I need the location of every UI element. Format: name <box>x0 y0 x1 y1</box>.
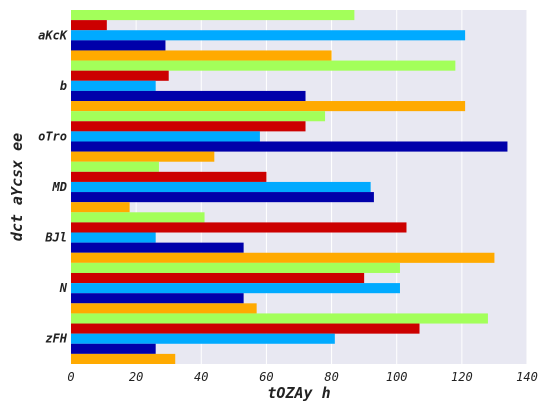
bar <box>71 343 156 354</box>
x-tick-label: 40 <box>194 370 208 384</box>
x-tick-label: 100 <box>386 370 408 384</box>
bar <box>71 323 420 334</box>
bar <box>71 121 306 132</box>
bar <box>71 70 169 81</box>
bar <box>71 212 205 223</box>
bar <box>71 313 488 324</box>
bar <box>71 242 244 253</box>
bar <box>71 202 130 213</box>
y-tick-label: b <box>60 79 67 93</box>
bar <box>71 303 257 314</box>
bar <box>71 60 456 71</box>
x-tick-label: 80 <box>324 370 338 384</box>
x-tick-label: 20 <box>129 370 143 384</box>
bar <box>71 111 326 122</box>
bar <box>71 171 267 182</box>
bar <box>71 161 159 172</box>
bar <box>71 272 365 284</box>
y-tick-label: zFH <box>45 332 67 346</box>
bar <box>71 80 156 91</box>
bar <box>71 50 332 61</box>
x-tick-label: 60 <box>259 370 273 384</box>
x-tick-label: 140 <box>516 370 538 384</box>
bar <box>71 101 466 112</box>
bar <box>71 141 508 152</box>
bar <box>71 30 466 41</box>
bar <box>71 293 244 304</box>
y-tick-label: oTro <box>38 129 67 143</box>
y-axis-title: dct aYcsx ee <box>8 133 26 241</box>
bar <box>71 40 166 51</box>
x-tick-label: 0 <box>67 370 74 384</box>
bars <box>71 10 508 364</box>
bar <box>71 131 260 142</box>
x-tick-labels: 0 20 40 60 80 100 120 140 <box>67 370 537 384</box>
bar <box>71 283 400 294</box>
bar <box>71 90 306 102</box>
bar <box>71 262 400 273</box>
bar <box>71 192 374 203</box>
y-tick-label: N <box>59 281 68 295</box>
y-tick-label: aKcK <box>38 28 69 42</box>
y-tick-label: MD <box>52 180 67 194</box>
bar <box>71 333 335 344</box>
x-axis-title: tOZAy h <box>267 384 330 402</box>
bar <box>71 10 355 21</box>
bar <box>71 151 215 162</box>
x-tick-label: 120 <box>451 370 473 384</box>
bar <box>71 252 495 263</box>
bar <box>71 20 107 31</box>
bar <box>71 181 371 193</box>
y-tick-label: BJl <box>44 231 67 245</box>
bar <box>71 222 407 233</box>
bar <box>71 232 156 243</box>
bar <box>71 353 176 364</box>
